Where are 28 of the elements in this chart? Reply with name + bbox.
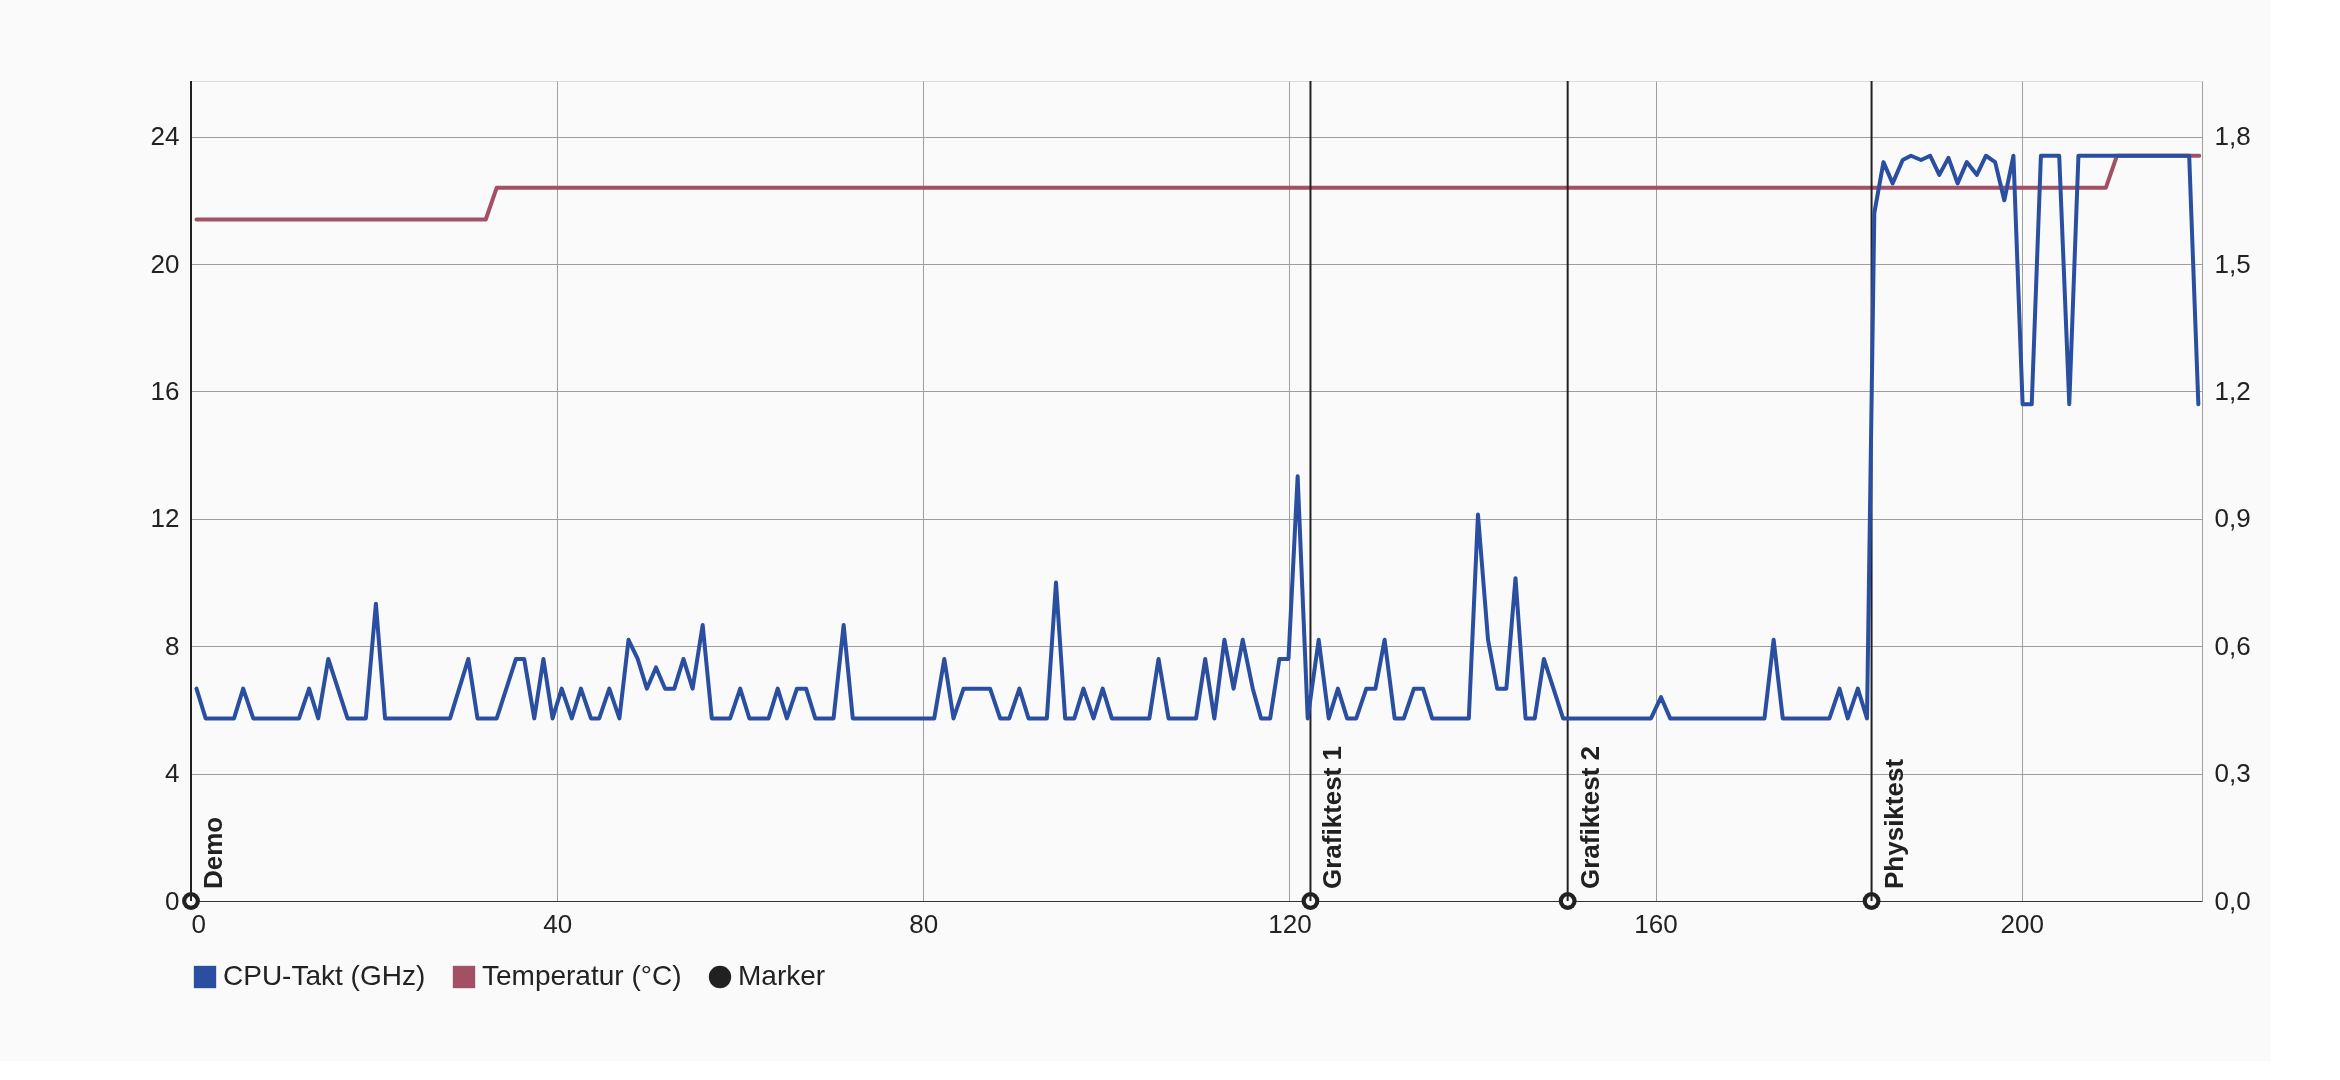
ref-line-label: Demo xyxy=(198,816,228,889)
x-tick-label: 0 xyxy=(191,908,206,939)
y-tick-label: 20 xyxy=(150,248,180,279)
y2-tick-label: 0,9 xyxy=(2214,503,2251,534)
y-tick-label: 0 xyxy=(165,885,180,916)
legend-label: Temperatur (°C) xyxy=(482,960,682,991)
x-tick-label: 80 xyxy=(909,908,939,939)
y-tick-label: 12 xyxy=(150,503,180,534)
x-tick-label: 40 xyxy=(543,908,573,939)
x-tick-label: 120 xyxy=(1268,908,1312,939)
y-tick-label: 16 xyxy=(150,375,180,406)
legend-label: Marker xyxy=(738,960,826,991)
y-tick-label: 8 xyxy=(165,630,180,661)
y-tick-label: 24 xyxy=(150,121,180,152)
y2-tick-label: 0,3 xyxy=(2214,758,2251,789)
ref-line-label: Physiktest xyxy=(1878,758,1909,889)
y2-tick-label: 1,8 xyxy=(2214,121,2251,152)
ref-line-label: Grafiktest 2 xyxy=(1574,745,1605,889)
y-tick-label: 4 xyxy=(165,758,180,789)
legend-label: CPU-Takt (GHz) xyxy=(223,960,426,991)
y2-tick-label: 1,5 xyxy=(2214,248,2251,279)
y2-tick-label: 0,6 xyxy=(2214,630,2251,661)
y2-tick-label: 0,0 xyxy=(2214,885,2251,916)
x-tick-label: 160 xyxy=(1634,908,1678,939)
ref-line-label: Grafiktest 1 xyxy=(1317,745,1348,889)
y2-tick-label: 1,2 xyxy=(2214,375,2251,406)
x-tick-label: 200 xyxy=(2000,908,2044,939)
line-series xyxy=(194,153,2201,721)
